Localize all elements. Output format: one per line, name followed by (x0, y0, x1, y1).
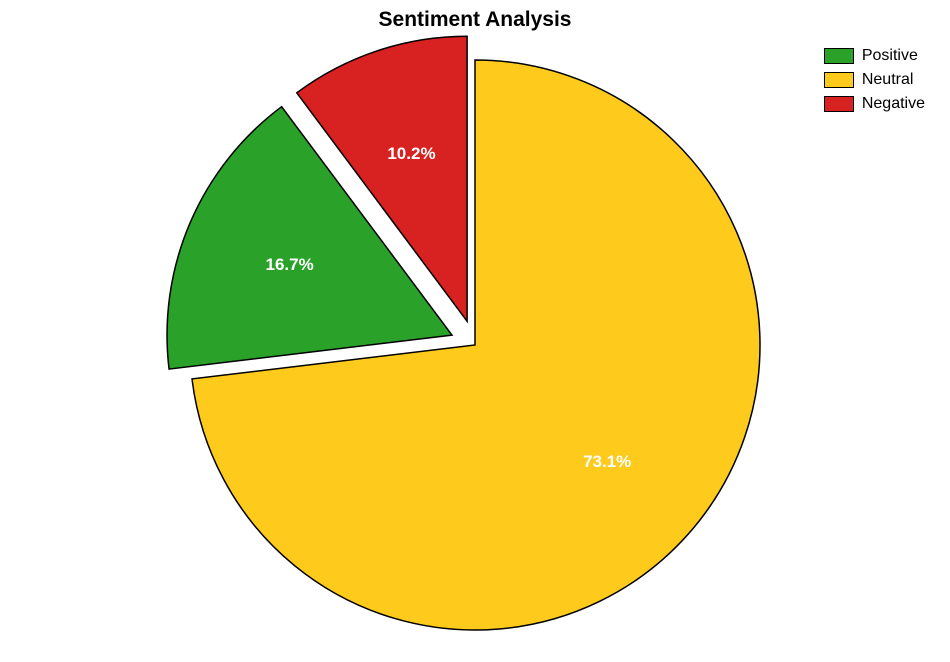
slice-label-neutral: 73.1% (583, 452, 631, 472)
legend-label-positive: Positive (862, 47, 918, 65)
legend: Positive Neutral Negative (824, 46, 925, 114)
legend-swatch-neutral (824, 72, 854, 88)
legend-swatch-negative (824, 96, 854, 112)
slice-label-positive: 16.7% (266, 255, 314, 275)
legend-item-negative: Negative (824, 94, 925, 114)
legend-item-neutral: Neutral (824, 70, 925, 90)
pie-svg (0, 0, 950, 662)
slice-label-negative: 10.2% (387, 144, 435, 164)
sentiment-pie-chart: Sentiment Analysis 73.1%16.7%10.2% Posit… (0, 0, 950, 662)
legend-label-neutral: Neutral (862, 71, 914, 89)
legend-label-negative: Negative (862, 95, 925, 113)
legend-item-positive: Positive (824, 46, 925, 66)
legend-swatch-positive (824, 48, 854, 64)
